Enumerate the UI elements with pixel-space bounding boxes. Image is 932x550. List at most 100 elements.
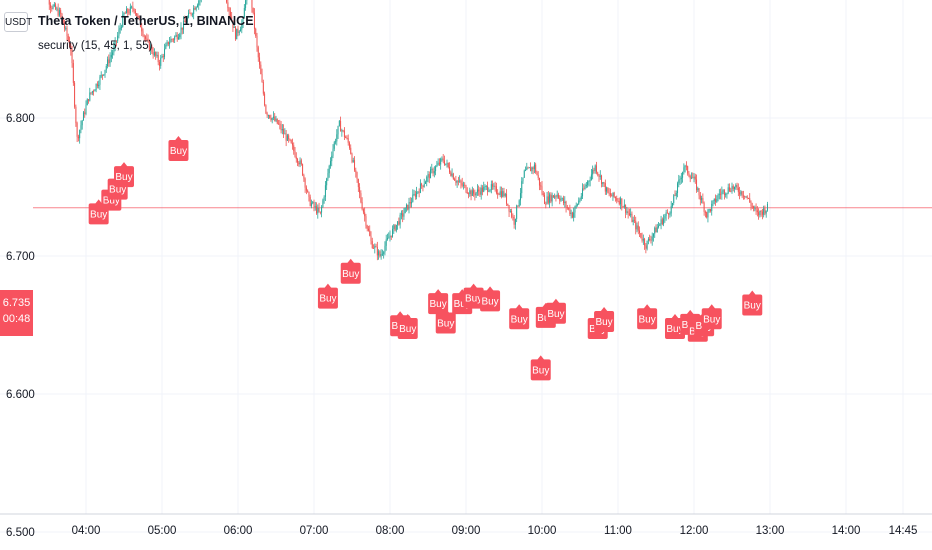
candle-body xyxy=(185,22,187,23)
candle-body xyxy=(544,194,546,204)
candle-body xyxy=(109,57,111,64)
candle-body xyxy=(620,198,622,205)
candle-body xyxy=(56,8,58,10)
candle-body xyxy=(373,248,375,249)
candle-body xyxy=(314,206,316,208)
candle-body xyxy=(245,0,247,8)
candle-body xyxy=(117,35,119,41)
candle-body xyxy=(120,26,122,28)
candle-body xyxy=(294,151,296,157)
candle-body xyxy=(557,194,559,198)
candle-body xyxy=(165,45,167,49)
buy-marker-arrow xyxy=(600,307,609,313)
candle-body xyxy=(516,205,518,219)
candle-body xyxy=(431,168,433,170)
candle-body xyxy=(540,185,542,187)
candle-body xyxy=(328,165,330,174)
candle-body xyxy=(133,9,135,12)
candle-body xyxy=(575,205,577,207)
buy-marker-box xyxy=(114,166,134,188)
candle-body xyxy=(124,13,126,14)
buy-marker: Buy xyxy=(463,283,484,309)
candle-body xyxy=(308,191,310,197)
buy-marker-label: Buy xyxy=(639,314,656,325)
candle-body xyxy=(766,204,768,211)
candle-body xyxy=(55,4,57,10)
candle-body xyxy=(75,106,77,124)
candle-body xyxy=(617,200,619,202)
candle-body xyxy=(508,205,510,212)
candle-body xyxy=(574,206,576,213)
candle-body xyxy=(696,179,698,191)
candle-body xyxy=(470,190,472,196)
candle-body xyxy=(193,8,195,15)
candle-body xyxy=(606,187,608,192)
candle-body xyxy=(327,173,329,179)
candle-body xyxy=(65,27,67,29)
candle-body xyxy=(668,213,670,215)
candle-body xyxy=(67,36,69,41)
candle-body xyxy=(760,210,762,212)
candle-body xyxy=(561,198,563,200)
buy-marker-arrow xyxy=(94,199,103,205)
candle-body xyxy=(341,130,343,132)
candle-body xyxy=(243,7,245,18)
candle-body xyxy=(233,26,235,28)
buy-marker-label: Buy xyxy=(595,317,612,328)
candle-body xyxy=(641,237,643,241)
candle-body xyxy=(190,12,192,15)
candle-body xyxy=(707,210,709,218)
candle-body xyxy=(127,8,129,13)
candle-body xyxy=(715,198,717,202)
candle-body xyxy=(318,207,320,212)
candle-body xyxy=(404,207,406,214)
candle-body xyxy=(370,235,372,242)
candle-body xyxy=(303,175,305,179)
buy-marker-box xyxy=(701,308,722,330)
candle-body xyxy=(57,8,59,16)
candle-body xyxy=(422,185,424,187)
candle-body xyxy=(613,192,615,198)
time-tick-label: 09:00 xyxy=(452,525,481,537)
candle-body xyxy=(616,198,618,201)
candle-body xyxy=(365,216,367,226)
candle-body xyxy=(582,188,584,197)
candle-body xyxy=(166,41,168,46)
candle-body xyxy=(569,208,571,215)
candle-body xyxy=(138,15,140,19)
buy-marker-label: Buy xyxy=(430,299,447,310)
candle-body xyxy=(51,7,53,9)
candle-body xyxy=(755,207,757,211)
candle-body xyxy=(114,40,116,47)
candle-body xyxy=(309,196,311,206)
buy-marker-label: Buy xyxy=(532,365,549,376)
candle-body xyxy=(398,221,400,225)
buy-marker-box xyxy=(545,302,566,324)
candle-body xyxy=(181,27,183,30)
buy-marker-label: Buy xyxy=(454,299,471,310)
candle-body xyxy=(677,183,679,194)
candle-body xyxy=(266,113,268,116)
candle-body xyxy=(559,197,561,201)
candle-body xyxy=(538,177,540,186)
candle-body xyxy=(413,193,415,195)
candle-body xyxy=(493,185,495,187)
candle-body xyxy=(300,160,302,165)
candle-body xyxy=(343,130,345,137)
candle-body xyxy=(728,187,730,191)
time-axis[interactable]: 04:00 05:00 06:00 07:00 08:00 09:00 10:00 11:00… xyxy=(0,513,932,537)
currency-badge[interactable]: USDT xyxy=(4,12,32,32)
buy-marker-label: Buy xyxy=(437,318,454,329)
candle-body xyxy=(571,212,573,218)
candle-body xyxy=(692,177,694,179)
candle-body xyxy=(199,0,201,1)
candle-body xyxy=(107,59,109,67)
buy-marker-box xyxy=(480,290,501,312)
candle-body xyxy=(378,251,380,256)
buy-marker: Buy xyxy=(637,304,658,330)
candle-body xyxy=(679,179,681,180)
candle-body xyxy=(614,197,616,199)
time-tick-label: 07:00 xyxy=(300,525,329,537)
